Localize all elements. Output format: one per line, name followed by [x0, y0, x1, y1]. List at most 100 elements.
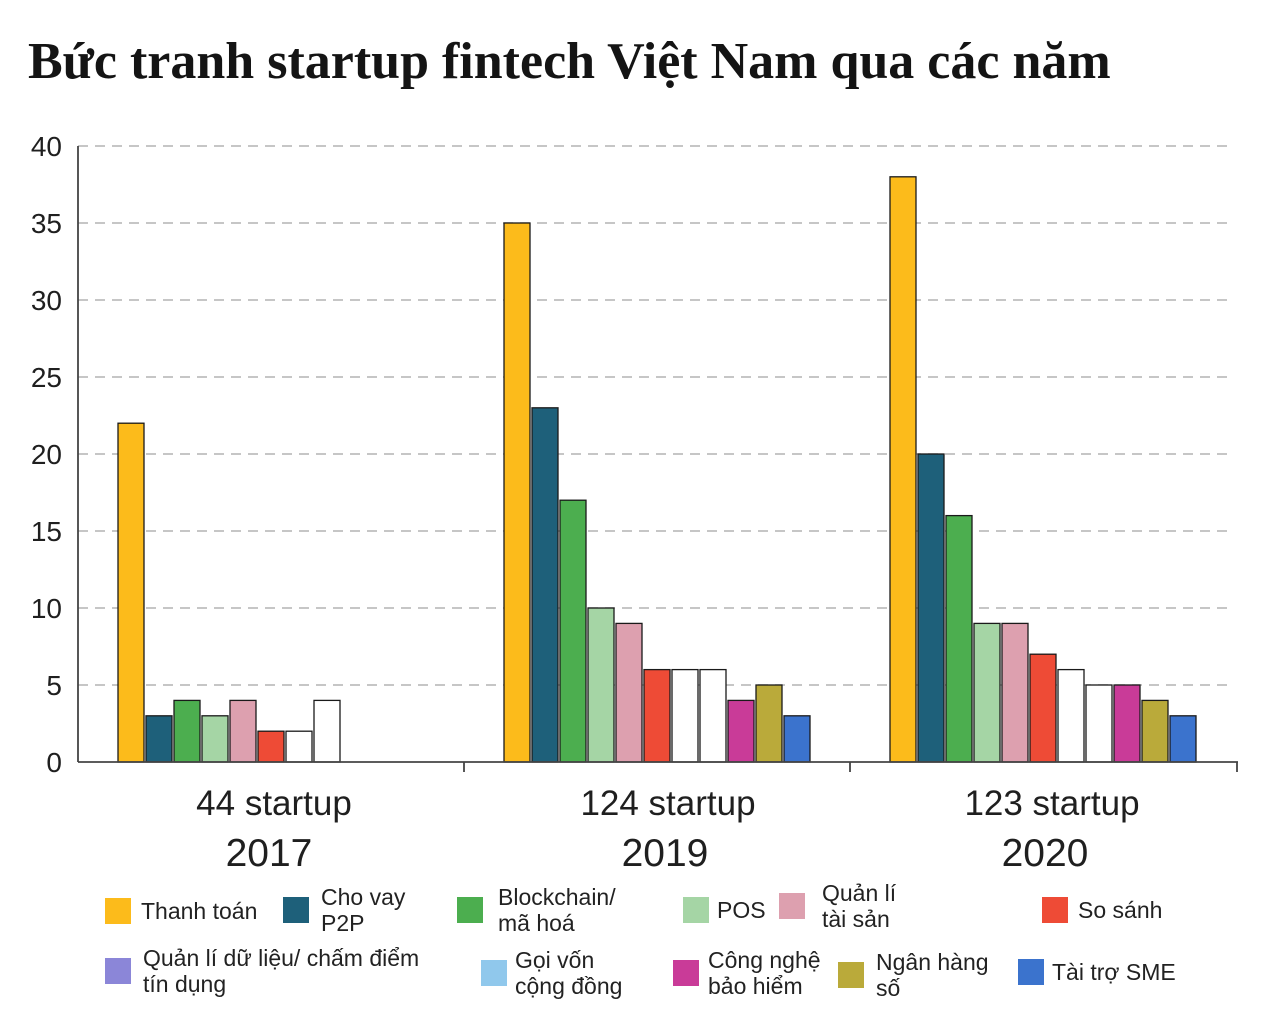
legend-label-line: Tài trợ SME [1052, 959, 1176, 985]
group-total-label: 44 startup [196, 784, 352, 823]
legend-item-thanh-toan: Thanh toán [105, 898, 257, 924]
bar-2019-series-4 [587, 607, 615, 763]
bar-2019-series-1 [503, 222, 531, 763]
bar-2017-series-3 [173, 699, 201, 763]
legend-label-line: Công nghệ [708, 947, 821, 973]
bar-2019-series-5 [615, 622, 643, 763]
chart-title: Bức tranh startup fintech Việt Nam qua c… [28, 33, 1111, 90]
bar-2017-series-6 [257, 730, 285, 763]
legend-label: Ngân hàng số [876, 949, 989, 1001]
legend-label-line: tín dụng [143, 971, 227, 997]
legend-label-line: P2P [321, 910, 365, 936]
legend-swatch [105, 958, 131, 984]
legend-swatch [673, 960, 699, 986]
y-tick-label: 10 [31, 593, 62, 624]
legend-swatch [779, 893, 805, 919]
y-tick-label: 15 [31, 516, 62, 547]
legend-label-line: số [876, 975, 901, 1001]
legend-label-line: cộng đồng [515, 973, 623, 999]
bar-2020-series-5 [1001, 622, 1029, 763]
bar-2017-series-4 [201, 715, 229, 763]
legend-swatch [105, 898, 131, 924]
legend-label-line: bảo hiểm [708, 973, 803, 999]
bar-2020-series-1 [889, 176, 917, 763]
y-axis-tick-labels: 0 5 10 15 20 25 30 35 40 [31, 131, 62, 778]
y-tick-label: 35 [31, 208, 62, 239]
legend-label-line: Thanh toán [141, 898, 258, 924]
legend-swatch [1018, 959, 1044, 985]
group-year-label: 2019 [622, 832, 709, 875]
bar-2020-series-2 [917, 453, 945, 763]
bar-2020-series-3 [945, 514, 973, 763]
legend-label: POS [717, 897, 766, 923]
bar-2019-series-11 [783, 715, 811, 763]
bar-2019-series-6 [643, 668, 671, 763]
gridlines [78, 145, 1228, 686]
legend-label: Cho vay P2P [321, 884, 405, 936]
legend-item-cho-vay-p2p: Cho vay P2P [283, 884, 405, 936]
y-tick-label: 25 [31, 362, 62, 393]
legend-item-blockchain: Blockchain/ mã hoá [457, 884, 616, 936]
bar-2019-series-10 [755, 684, 783, 763]
bar-2017-series-8 [313, 699, 341, 763]
bar-2017-series-2 [145, 715, 173, 763]
legend-swatch [1042, 897, 1068, 923]
legend-label-line: mã hoá [498, 910, 575, 936]
legend-swatch [283, 897, 309, 923]
legend-label-line: Ngân hàng [876, 949, 989, 975]
legend-label: So sánh [1078, 897, 1162, 923]
legend-item-goi-von-cong-dong: Gọi vốn cộng đồng [481, 947, 622, 999]
bar-2020-series-7 [1057, 668, 1085, 763]
legend-label-line: So sánh [1078, 897, 1163, 923]
legend-item-cong-nghe-bao-hiem: Công nghệ bảo hiểm [673, 947, 821, 999]
bar-2020-series-4 [973, 622, 1001, 763]
legend-label: Quản lí dữ liệu/ chấm điểm tín dụng [143, 945, 419, 997]
bar-2017-series-7 [285, 730, 313, 763]
bar-2019-series-7 [671, 668, 699, 763]
y-tick-label: 40 [31, 131, 62, 162]
bar-group-2017 [117, 422, 341, 763]
legend-label: Thanh toán [141, 898, 257, 924]
bar-2019-series-3 [559, 499, 587, 763]
bar-2019-series-2 [531, 407, 559, 763]
legend-label-line: Quản lí dữ liệu/ chấm điểm [143, 945, 420, 971]
legend-label-line: Cho vay [321, 884, 406, 910]
bar-2017-series-5 [229, 699, 257, 763]
bar-group-2020 [889, 176, 1197, 763]
legend-label-line: tài sản [822, 906, 890, 932]
legend-item-pos: POS [683, 897, 766, 923]
bar-2020-series-8 [1085, 684, 1113, 763]
bar-group-2019 [503, 222, 811, 763]
bar-2020-series-9 [1113, 684, 1141, 763]
y-tick-label: 30 [31, 285, 62, 316]
bar-2019-series-9 [727, 699, 755, 763]
legend-label: Quản lí tài sản [822, 880, 896, 932]
legend-label-line: Blockchain/ [498, 884, 616, 910]
legend-item-tai-tro-sme: Tài trợ SME [1018, 959, 1176, 985]
group-year-label: 2020 [1002, 832, 1089, 875]
legend-swatch [683, 897, 709, 923]
legend-label-line: Quản lí [822, 880, 897, 906]
legend-swatch [481, 960, 507, 986]
legend-label: Gọi vốn cộng đồng [515, 947, 622, 999]
bar-2020-series-10 [1141, 699, 1169, 763]
legend-swatch [457, 897, 483, 923]
legend-item-quan-li-du-lieu: Quản lí dữ liệu/ chấm điểm tín dụng [105, 945, 419, 997]
legend-item-quan-li-tai-san: Quản lí tài sản [779, 880, 896, 932]
y-tick-label: 5 [46, 670, 62, 701]
legend-item-ngan-hang-so: Ngân hàng số [838, 949, 989, 1001]
bars [117, 176, 1197, 763]
y-tick-label: 20 [31, 439, 62, 470]
bar-2020-series-11 [1169, 715, 1197, 763]
group-total-label: 124 startup [580, 784, 755, 823]
y-tick-label: 0 [46, 747, 62, 778]
legend-swatch [838, 962, 864, 988]
bar-2020-series-6 [1029, 653, 1057, 763]
legend-label: Công nghệ bảo hiểm [708, 947, 821, 999]
legend-label-line: POS [717, 897, 766, 923]
legend-label: Tài trợ SME [1052, 959, 1176, 985]
bar-2017-series-1 [117, 422, 145, 763]
legend-label-line: Gọi vốn [515, 947, 595, 973]
